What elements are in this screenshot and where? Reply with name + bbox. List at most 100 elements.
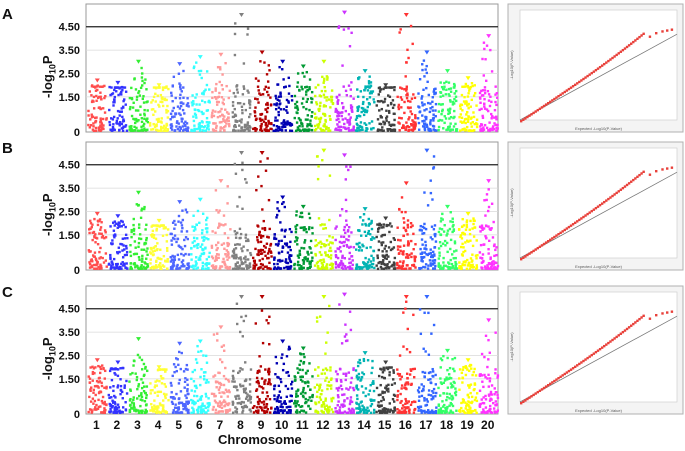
snp-point bbox=[304, 118, 308, 121]
qq-tail-point bbox=[666, 29, 669, 32]
y-tick-label: 2.50 bbox=[59, 69, 80, 81]
peak-snp-marker bbox=[424, 295, 430, 300]
snp-point bbox=[160, 404, 163, 407]
snp-point bbox=[387, 366, 391, 369]
chromosome-11-points bbox=[293, 346, 314, 414]
snp-point bbox=[231, 411, 235, 414]
snp-point bbox=[218, 121, 222, 124]
snp-point bbox=[422, 347, 425, 350]
snp-point bbox=[324, 105, 327, 108]
qq-point bbox=[632, 40, 635, 44]
snp-point bbox=[493, 393, 496, 396]
snp-point bbox=[228, 89, 232, 93]
snp-point bbox=[194, 113, 198, 117]
snp-point bbox=[138, 129, 141, 132]
snp-point bbox=[132, 402, 136, 405]
snp-point bbox=[97, 364, 100, 368]
snp-point bbox=[235, 302, 239, 305]
snp-point bbox=[222, 399, 226, 402]
snp-point bbox=[219, 265, 222, 268]
snp-point bbox=[186, 267, 189, 270]
snp-point bbox=[112, 385, 115, 388]
snp-point bbox=[260, 385, 263, 389]
snp-point bbox=[326, 253, 330, 257]
snp-point bbox=[321, 75, 324, 79]
snp-point bbox=[485, 193, 489, 196]
snp-point bbox=[389, 128, 393, 131]
snp-point bbox=[130, 228, 133, 232]
snp-point bbox=[272, 124, 276, 127]
snp-point bbox=[397, 105, 400, 109]
snp-point bbox=[182, 404, 185, 408]
qq-tail-point bbox=[648, 35, 652, 38]
snp-point bbox=[232, 91, 236, 95]
snp-point bbox=[296, 371, 300, 374]
snp-point bbox=[259, 240, 263, 244]
snp-point bbox=[448, 109, 451, 113]
snp-point bbox=[393, 238, 396, 242]
snp-point bbox=[194, 108, 197, 112]
snp-point bbox=[94, 406, 97, 409]
snp-point bbox=[355, 267, 358, 271]
snp-point bbox=[116, 117, 119, 120]
snp-point bbox=[109, 407, 112, 411]
snp-point bbox=[174, 112, 178, 115]
snp-point bbox=[492, 220, 495, 224]
snp-point bbox=[88, 261, 91, 264]
snp-point bbox=[377, 128, 381, 132]
snp-point bbox=[413, 375, 416, 379]
snp-point bbox=[336, 100, 339, 103]
snp-point bbox=[154, 266, 157, 269]
snp-point bbox=[96, 223, 100, 227]
snp-point bbox=[403, 409, 406, 413]
qq-point bbox=[627, 44, 631, 47]
snp-point bbox=[181, 125, 185, 128]
snp-point bbox=[396, 248, 400, 251]
snp-point bbox=[315, 103, 319, 106]
snp-point bbox=[98, 265, 101, 269]
snp-point bbox=[163, 97, 167, 100]
snp-point bbox=[190, 101, 194, 104]
chromosome-10-points bbox=[272, 195, 293, 271]
snp-point bbox=[340, 208, 344, 211]
snp-point bbox=[366, 267, 369, 270]
snp-point bbox=[137, 394, 141, 398]
snp-point bbox=[382, 366, 385, 370]
snp-point bbox=[377, 240, 381, 243]
snp-point bbox=[136, 409, 140, 412]
snp-point bbox=[363, 108, 367, 112]
snp-point bbox=[347, 126, 350, 130]
snp-point bbox=[417, 128, 421, 131]
snp-point bbox=[245, 181, 248, 184]
snp-point bbox=[335, 95, 339, 99]
snp-point bbox=[357, 372, 361, 376]
snp-point bbox=[423, 399, 426, 402]
snp-point bbox=[99, 405, 102, 408]
snp-point bbox=[400, 375, 404, 378]
snp-point bbox=[382, 223, 385, 226]
snp-point bbox=[304, 381, 307, 385]
snp-point bbox=[379, 409, 382, 413]
snp-point bbox=[172, 75, 176, 79]
snp-point bbox=[342, 372, 345, 376]
snp-point bbox=[221, 127, 224, 130]
snp-point bbox=[377, 93, 380, 96]
snp-point bbox=[117, 406, 121, 409]
snp-point bbox=[439, 220, 443, 223]
snp-point bbox=[220, 96, 224, 99]
snp-point bbox=[466, 258, 469, 262]
snp-point bbox=[252, 264, 255, 267]
snp-point bbox=[102, 261, 106, 264]
snp-point bbox=[485, 198, 488, 202]
snp-point bbox=[151, 407, 154, 410]
snp-point bbox=[182, 86, 185, 89]
snp-point bbox=[197, 127, 201, 130]
snp-point bbox=[471, 121, 475, 124]
snp-point bbox=[438, 251, 441, 254]
snp-point bbox=[290, 122, 293, 126]
snp-point bbox=[439, 267, 442, 270]
snp-point bbox=[110, 264, 113, 267]
snp-point bbox=[276, 213, 279, 217]
snp-point bbox=[213, 96, 217, 99]
snp-point bbox=[328, 384, 331, 387]
